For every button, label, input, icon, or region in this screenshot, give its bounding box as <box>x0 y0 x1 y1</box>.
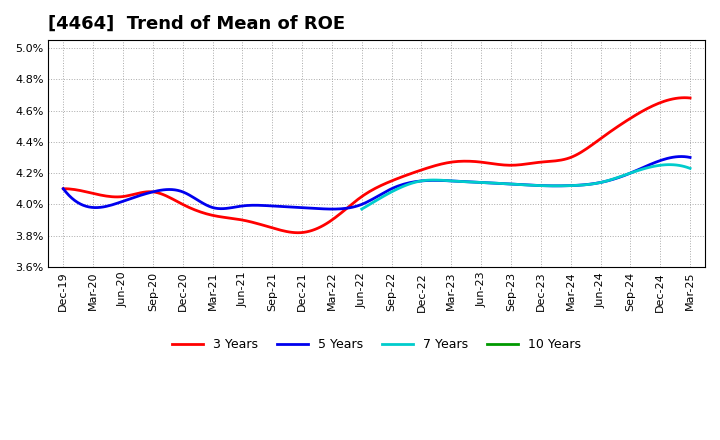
7 Years <box>685 166 694 171</box>
5 Years <box>623 172 631 177</box>
3 Years <box>59 186 68 191</box>
7 Years <box>584 182 593 187</box>
Text: [4464]  Trend of Mean of ROE: [4464] Trend of Mean of ROE <box>48 15 346 33</box>
5 Years <box>59 186 68 191</box>
7 Years <box>426 177 435 183</box>
Line: 5 Years: 5 Years <box>63 157 690 209</box>
3 Years <box>685 95 694 101</box>
7 Years <box>539 183 548 188</box>
3 Years <box>623 118 631 123</box>
7 Years <box>678 163 686 169</box>
Legend: 3 Years, 5 Years, 7 Years, 10 Years: 3 Years, 5 Years, 7 Years, 10 Years <box>167 333 586 356</box>
5 Years <box>591 181 600 186</box>
7 Years <box>446 178 454 183</box>
3 Years <box>591 139 600 145</box>
5 Years <box>397 182 405 187</box>
5 Years <box>611 176 620 181</box>
7 Years <box>617 174 626 179</box>
3 Years <box>242 218 251 224</box>
5 Years <box>685 155 694 160</box>
5 Years <box>678 154 686 159</box>
5 Years <box>328 206 337 212</box>
5 Years <box>230 205 239 210</box>
3 Years <box>294 230 302 235</box>
3 Years <box>611 125 620 131</box>
3 Years <box>680 95 688 100</box>
7 Years <box>357 206 366 212</box>
7 Years <box>667 162 675 167</box>
5 Years <box>242 203 251 208</box>
3 Years <box>230 216 239 221</box>
3 Years <box>397 175 405 180</box>
Line: 3 Years: 3 Years <box>63 98 690 233</box>
Line: 7 Years: 7 Years <box>361 165 690 209</box>
